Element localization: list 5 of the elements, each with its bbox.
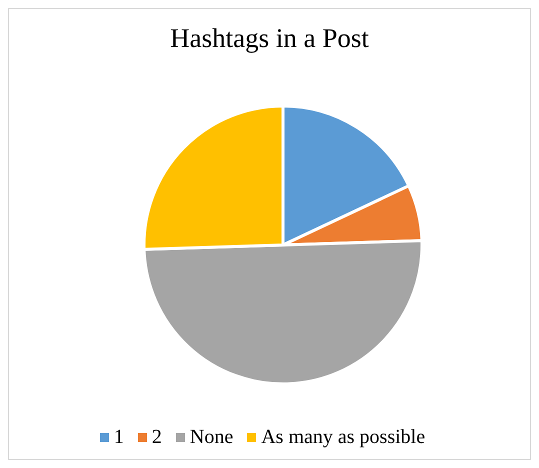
legend-label: As many as possible [260,426,426,449]
legend-label: None [188,426,234,449]
chart-title: Hashtags in a Post [169,23,370,54]
legend-label: 1 [112,426,124,449]
legend-label: 2 [150,426,162,449]
